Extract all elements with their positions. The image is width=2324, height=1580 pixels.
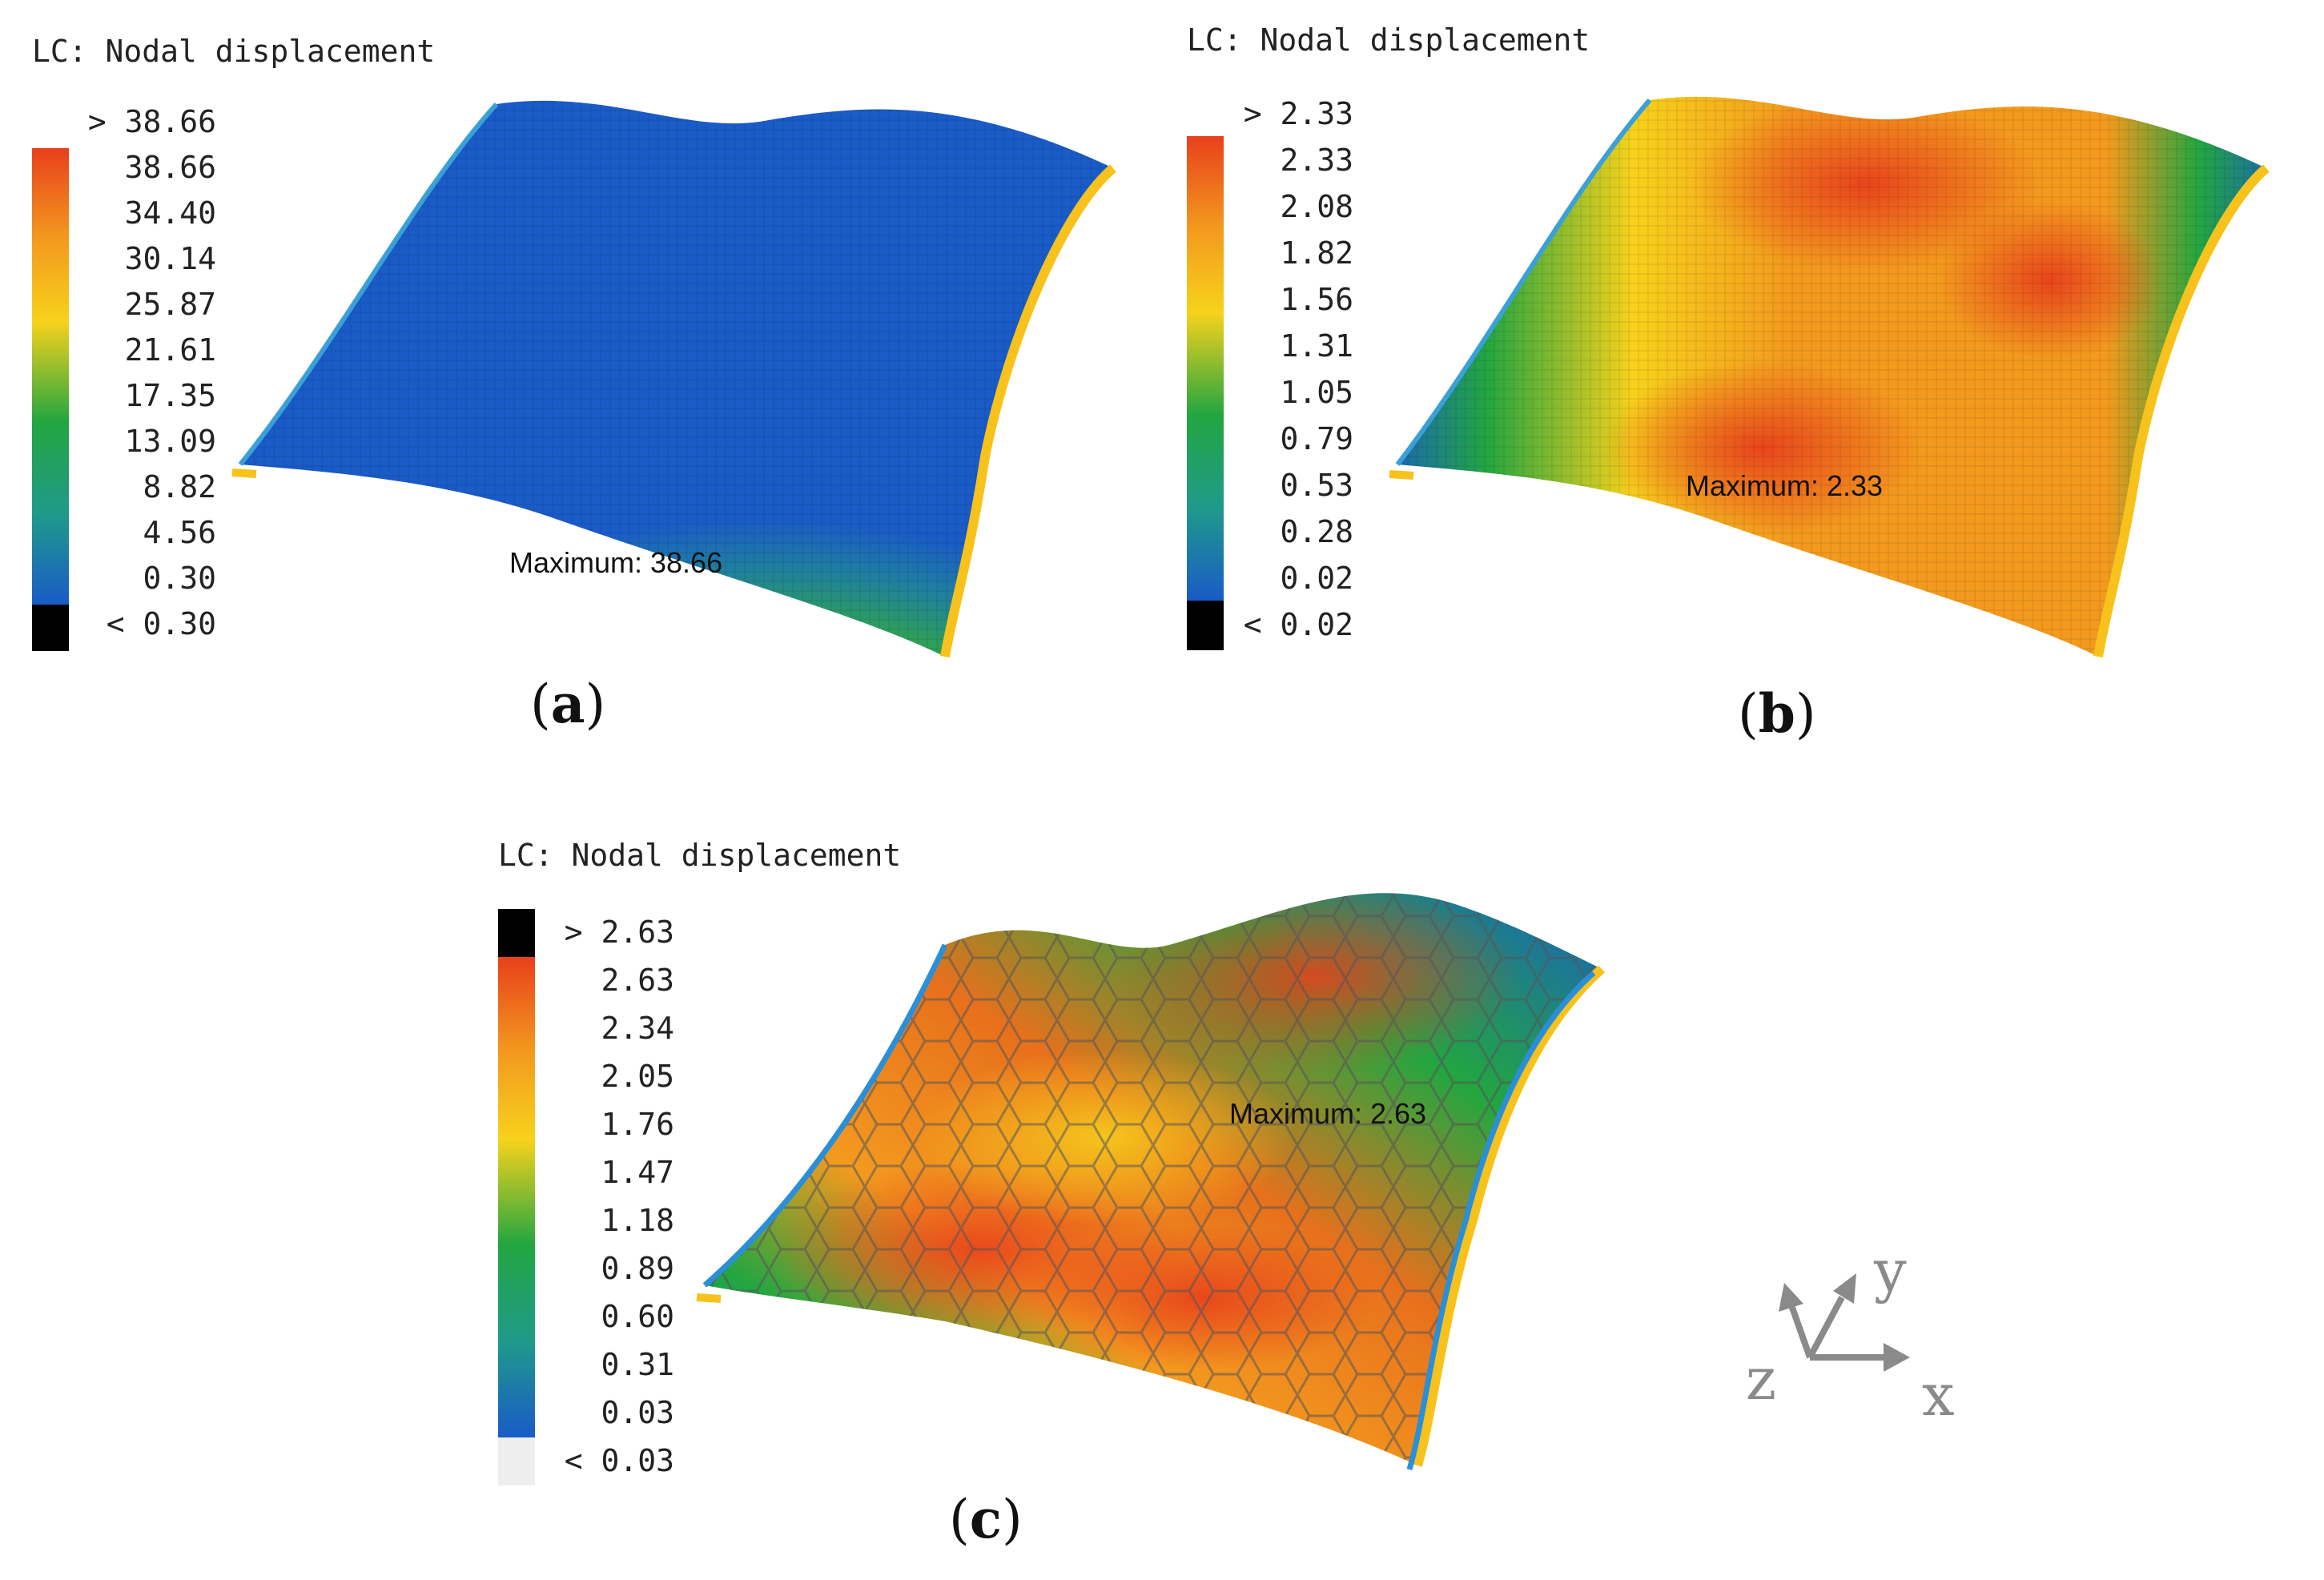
legend-b-tick: 1.56 — [1280, 282, 1353, 317]
legend-bar-a — [32, 148, 69, 651]
legend-c-tick: 1.18 — [601, 1203, 674, 1238]
legend-b-tick: 0.02 — [1280, 561, 1353, 596]
legend-b-tick: 0.28 — [1280, 514, 1353, 549]
legend-b-tick: 0.53 — [1280, 468, 1353, 503]
legend-a-tick: 25.87 — [124, 287, 216, 322]
axis-label-z: z — [1746, 1345, 1776, 1413]
panel-b-title: LC: Nodal displacement — [1187, 22, 1590, 58]
axis-label-x: x — [1922, 1361, 1955, 1429]
legend-b-under: < 0.02 — [1243, 607, 1353, 642]
panel-c-title: LC: Nodal displacement — [498, 838, 902, 873]
legend-a-tick: 13.09 — [124, 424, 216, 459]
legend-a-tick: 0.30 — [143, 561, 216, 596]
legend-a-tick: 17.35 — [124, 378, 216, 413]
legend-b-tick: 2.33 — [1280, 143, 1353, 178]
legend-c-under: < 0.03 — [564, 1443, 674, 1478]
legend-c-tick: 0.60 — [601, 1299, 674, 1334]
legend-bar-c — [498, 909, 535, 1486]
legend-c-tick: 1.47 — [601, 1155, 674, 1190]
axis-triad — [1779, 1273, 1910, 1372]
surface-b — [1389, 96, 2270, 657]
legend-b-tick: 1.05 — [1280, 375, 1353, 410]
panel-a-title: LC: Nodal displacement — [32, 34, 436, 69]
panel-b-maximum: Maximum: 2.33 — [1686, 469, 1884, 502]
legend-bar-b — [1187, 136, 1224, 650]
legend-c-tick: 1.76 — [601, 1107, 674, 1142]
legend-a-tick: 30.14 — [124, 241, 216, 276]
legend-c-over: > 2.63 — [564, 915, 674, 950]
surface-a — [231, 100, 1116, 657]
legend-c-tick: 0.03 — [601, 1395, 674, 1430]
surface-c — [696, 893, 1605, 1470]
legend-a-tick: 4.56 — [143, 515, 216, 550]
legend-c-tick: 2.63 — [601, 963, 674, 998]
legend-b-over: > 2.33 — [1243, 96, 1353, 131]
legend-b-tick: 2.08 — [1280, 189, 1353, 224]
panel-a-maximum: Maximum: 38.66 — [509, 546, 723, 579]
axis-label-y: y — [1874, 1237, 1907, 1305]
panel-b-caption: (b) — [1738, 682, 1816, 745]
legend-c-tick: 2.05 — [601, 1059, 674, 1094]
panel-c-maximum: Maximum: 2.63 — [1229, 1097, 1427, 1130]
panel-c-caption: (c) — [949, 1488, 1023, 1550]
legend-a-tick: 34.40 — [124, 195, 216, 231]
legend-a-under: < 0.30 — [106, 606, 216, 641]
legend-c-tick: 2.34 — [601, 1011, 674, 1046]
legend-a-tick: 8.82 — [143, 469, 216, 505]
legend-c-tick: 0.89 — [601, 1251, 674, 1286]
legend-b-tick: 1.82 — [1280, 235, 1353, 271]
panel-a-caption: (a) — [530, 673, 606, 735]
legend-b-tick: 1.31 — [1280, 328, 1353, 364]
legend-a-tick: 21.61 — [124, 332, 216, 368]
legend-a-tick: 38.66 — [124, 150, 216, 185]
legend-a-over: > 38.66 — [87, 104, 216, 139]
legend-b-tick: 0.79 — [1280, 421, 1353, 456]
legend-c-tick: 0.31 — [601, 1347, 674, 1382]
